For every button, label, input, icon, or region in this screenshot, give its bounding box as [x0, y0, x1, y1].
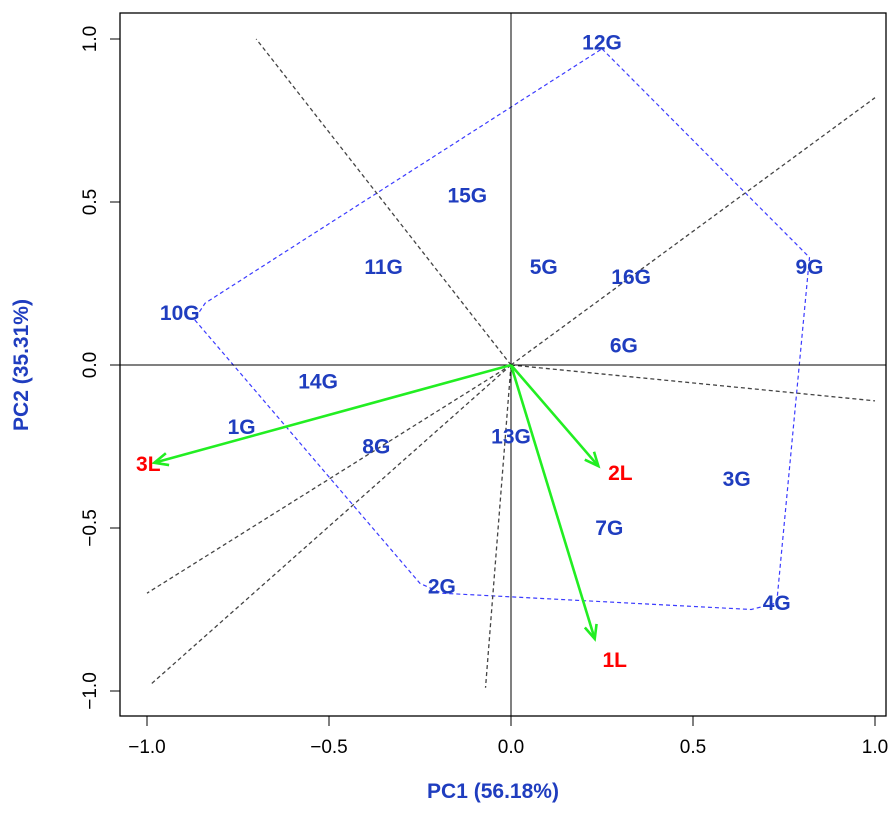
vector-2L — [510, 364, 601, 469]
y-tick-label-2: −0.5 — [80, 509, 101, 547]
sector-line-6 — [146, 364, 512, 594]
y-tick-label-3: 0.0 — [80, 352, 101, 378]
x-tick-label-3: 0.0 — [498, 737, 524, 758]
y-axis-title: PC2 (35.31%) — [10, 299, 33, 431]
environment-label-1L: 1L — [602, 649, 627, 672]
genotype-label-15G: 15G — [447, 184, 487, 207]
genotype-label-9G: 9G — [795, 256, 823, 279]
vector-line-3L — [153, 363, 512, 465]
genotype-label-8G: 8G — [362, 436, 390, 459]
sector-line-5 — [150, 364, 512, 685]
genotype-label-11G: 11G — [364, 256, 403, 279]
genotype-label-10G: 10G — [160, 302, 200, 325]
x-tick-label-5: 1.0 — [862, 737, 888, 758]
sector-line-4 — [484, 364, 512, 688]
x-tick-label-2: −0.5 — [310, 737, 348, 758]
reference-lines — [120, 13, 886, 716]
vector-line-2L — [510, 364, 600, 467]
sector-line-2 — [510, 97, 876, 366]
convex-hull — [193, 48, 811, 611]
genotype-label-2G: 2G — [428, 576, 456, 599]
y-tick-label-1: −1.0 — [80, 672, 101, 710]
y-axis: −1.0 −0.5 0.0 0.5 1.0 — [80, 26, 121, 710]
sector-line-3 — [510, 364, 876, 402]
vector-arrowhead-1L — [583, 623, 598, 642]
vector-1L — [509, 364, 598, 642]
genotype-label-4G: 4G — [763, 592, 791, 615]
genotype-label-5G: 5G — [530, 256, 558, 279]
genotype-label-14G: 14G — [298, 370, 338, 393]
vector-3L — [151, 363, 512, 467]
environment-labels: 1L 2L 3L — [136, 453, 633, 672]
x-axis: −1.0 −0.5 0.0 0.5 1.0 — [128, 715, 888, 758]
vector-line-1L — [509, 364, 596, 640]
hull-layer — [193, 48, 811, 611]
sector-layer — [146, 38, 876, 688]
genotype-label-16G: 16G — [611, 266, 651, 289]
x-tick-label-4: 0.5 — [680, 737, 706, 758]
vector-arrowhead-3L — [151, 452, 170, 467]
x-tick-label-1: −1.0 — [128, 737, 166, 758]
environment-label-2L: 2L — [608, 462, 633, 485]
genotype-label-6G: 6G — [610, 334, 638, 357]
y-tick-label-5: 1.0 — [80, 26, 101, 52]
environment-label-3L: 3L — [136, 453, 161, 476]
x-axis-title: PC1 (56.18%) — [427, 780, 559, 803]
vector-layer — [151, 363, 601, 642]
genotype-label-13G: 13G — [491, 426, 531, 449]
genotype-label-3G: 3G — [723, 468, 751, 491]
genotype-label-7G: 7G — [595, 517, 623, 540]
sector-line-1 — [255, 38, 512, 366]
genotype-label-12G: 12G — [582, 31, 622, 54]
genotype-label-1G: 1G — [228, 416, 256, 439]
vector-arrowhead-2L — [584, 451, 601, 469]
genotype-labels: 1G 2G 3G 4G 5G 6G 7G 8G 9G 10G 11G 12G 13G 14G 15G 16G — [160, 31, 824, 615]
y-tick-label-4: 0.5 — [80, 189, 101, 215]
